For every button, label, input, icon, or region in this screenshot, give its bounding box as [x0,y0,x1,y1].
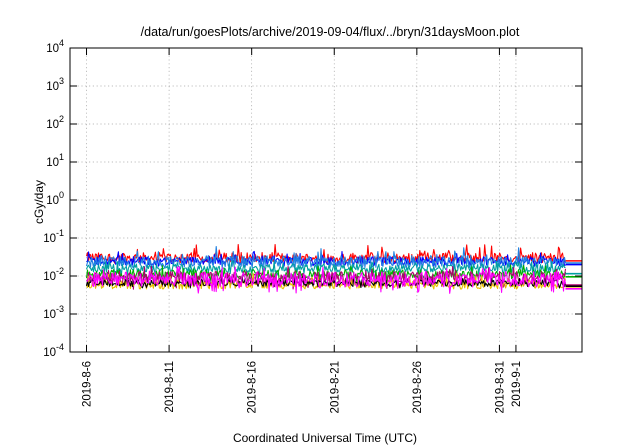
y-tick-label: 101 [46,152,64,169]
series-line [85,246,567,269]
x-tick-label: 2019-8-6 [82,361,94,407]
grid [70,48,582,352]
y-tick-label: 10-3 [43,304,64,321]
y-tick-label: 103 [46,76,64,93]
plot-frame [69,47,583,353]
series-line [85,260,566,277]
axis-ticks: 10-4 10-3 10-2 10-1 100 101 102 103 104 2019-8-6 2… [43,38,582,413]
x-tick-label: 2019-8-26 [412,361,424,413]
x-tick-label: 2019-8-11 [164,361,176,413]
y-tick-label: 10-1 [43,228,64,245]
x-tick-label: 2019-8-31 [494,361,506,413]
y-tick-label: 10-2 [43,266,64,283]
series-line [86,265,567,294]
y-tick-label: 100 [46,190,64,207]
x-tick-label: 2019-8-21 [329,361,341,413]
series-group [85,243,582,294]
chart-title: /data/run/goesPlots/archive/2019-09-04/f… [141,25,520,39]
x-axis-label: Coordinated Universal Time (UTC) [233,431,417,445]
series-line [86,265,567,290]
x-tick-label: 2019-8-16 [247,361,259,413]
y-tick-label: 104 [46,38,64,55]
x-tick-label: 2019-9-1 [511,361,523,407]
y-tick-label: 10-4 [43,342,64,359]
y-tick-label: 102 [46,114,64,131]
y-axis-label: cGy/day [32,180,46,224]
